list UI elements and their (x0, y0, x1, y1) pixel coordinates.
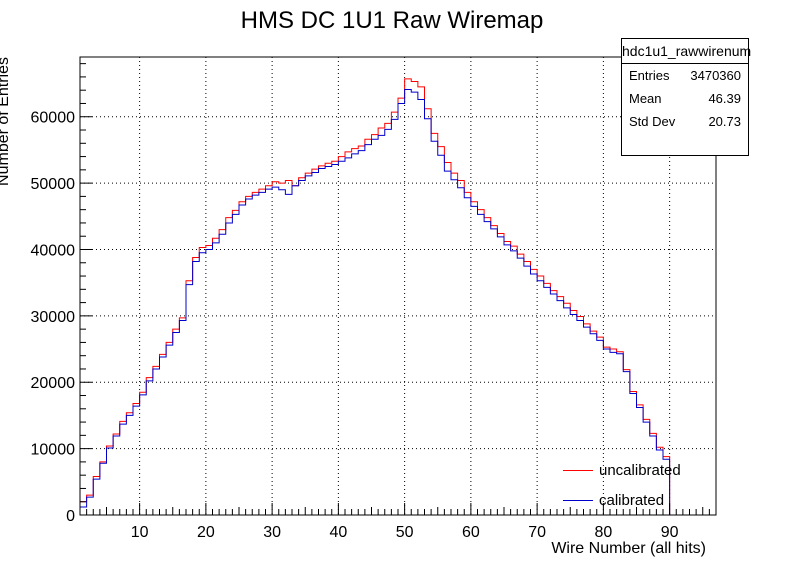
y-tick-label: 50000 (31, 176, 76, 193)
stats-value: 3470360 (690, 68, 741, 83)
y-tick-label: 20000 (31, 375, 76, 392)
x-tick-label: 90 (661, 524, 679, 541)
stats-label: Entries (629, 68, 670, 83)
series-uncalibrated (79, 78, 671, 515)
x-axis-label: Wire Number (all hits) (551, 540, 706, 557)
stats-title: hdc1u1_rawwirenum (622, 39, 751, 64)
series-calibrated (79, 89, 671, 515)
stats-box: hdc1u1_rawwirenum Entries 3470360 Mean 4… (621, 38, 751, 156)
stats-row-stddev: Std Dev 20.73 (622, 110, 748, 133)
legend-label: uncalibrated (599, 461, 681, 479)
x-tick-label: 50 (396, 524, 414, 541)
legend-entry-calibrated: calibrated (557, 485, 707, 515)
legend: uncalibrated calibrated (557, 455, 707, 515)
x-tick-label: 70 (528, 524, 546, 541)
y-tick-label: 40000 (31, 242, 76, 259)
x-tick-label: 10 (131, 524, 149, 541)
y-tick-label: 0 (66, 508, 75, 525)
x-tick-label: 40 (329, 524, 347, 541)
x-tick-label: 80 (594, 524, 612, 541)
stats-label: Std Dev (629, 114, 676, 129)
stats-value: 46.39 (708, 91, 741, 106)
legend-label: calibrated (599, 491, 665, 509)
stats-row-mean: Mean 46.39 (622, 87, 748, 110)
y-tick-label: 60000 (31, 110, 76, 127)
x-tick-label: 20 (197, 524, 215, 541)
y-tick-label: 30000 (31, 309, 76, 326)
y-tick-label: 10000 (31, 442, 76, 459)
stats-value: 20.73 (708, 114, 741, 129)
x-tick-label: 60 (462, 524, 480, 541)
stats-label: Mean (629, 91, 662, 106)
legend-entry-uncalibrated: uncalibrated (557, 455, 707, 485)
legend-swatch-calibrated (563, 499, 593, 501)
chart-title: HMS DC 1U1 Raw Wiremap (241, 7, 544, 34)
y-axis-label: Number of Entries (0, 57, 12, 186)
legend-swatch-uncalibrated (563, 469, 593, 471)
axis-ticks: 10 20 30 40 50 60 70 80 90 0 10000 20000 30000 40000 5… (31, 63, 710, 541)
series-layer (79, 78, 671, 515)
x-tick-label: 30 (263, 524, 281, 541)
stats-row-entries: Entries 3470360 (622, 64, 748, 87)
